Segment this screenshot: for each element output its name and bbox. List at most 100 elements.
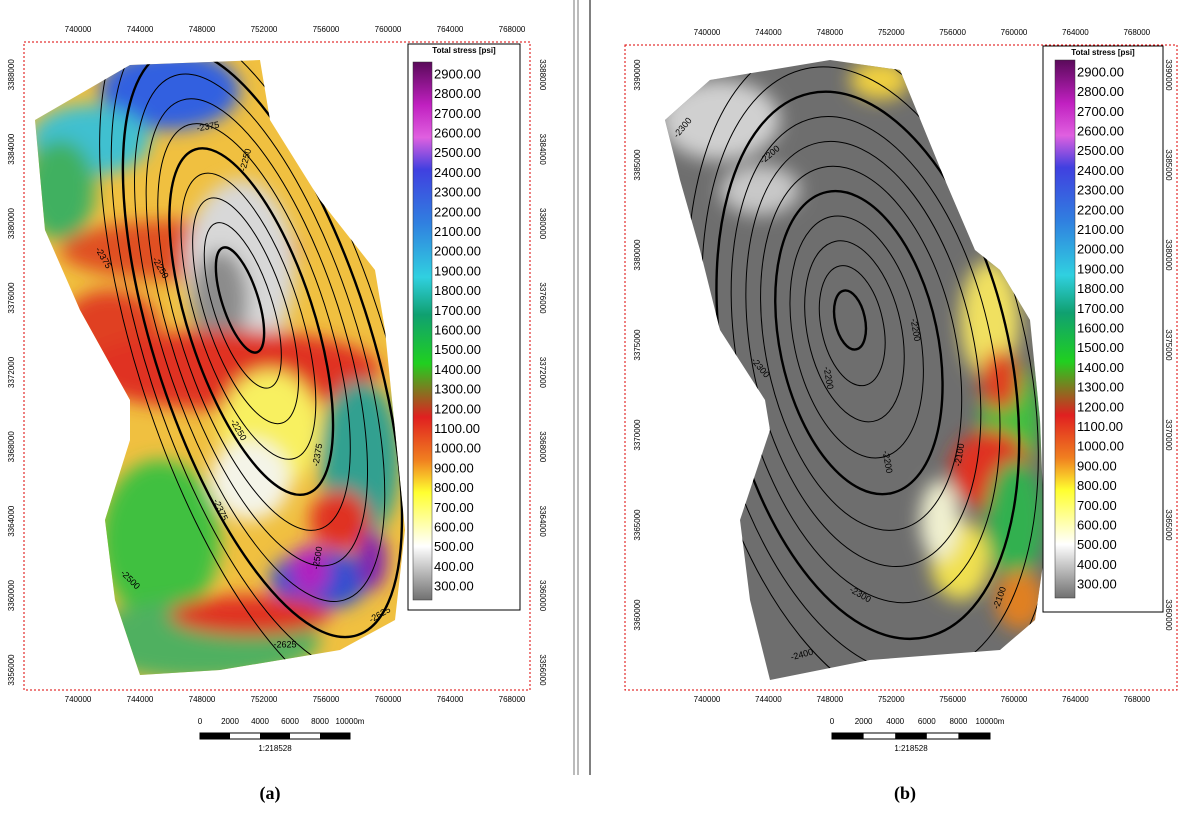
scale-label: 0 xyxy=(198,717,203,726)
legend-label: 1700.00 xyxy=(434,303,481,318)
y-axis-label: 3360000 xyxy=(633,599,642,631)
y-axis-label: 3385000 xyxy=(633,149,642,181)
legend-label: 1100.00 xyxy=(434,421,480,436)
x-axis-label: 752000 xyxy=(251,695,278,704)
legend-label: 300.00 xyxy=(1077,577,1117,592)
legend-label: 1600.00 xyxy=(1077,321,1124,336)
stress-zone xyxy=(980,350,1020,410)
legend-label: 2700.00 xyxy=(434,106,481,121)
legend-label: 1200.00 xyxy=(1077,399,1124,414)
x-axis-label: 740000 xyxy=(694,695,721,704)
y-axis-label: 3376000 xyxy=(7,282,16,314)
legend-label: 1500.00 xyxy=(434,342,481,357)
y-axis-label: 3356000 xyxy=(7,654,16,686)
x-axis-label: 752000 xyxy=(878,695,905,704)
legend-label: 1000.00 xyxy=(434,441,481,456)
legend-label: 500.00 xyxy=(1077,537,1117,552)
scale-label: 2000 xyxy=(221,717,239,726)
legend-label: 1500.00 xyxy=(1077,340,1124,355)
legend-label: 2400.00 xyxy=(1077,163,1124,178)
y-axis-label: 3368000 xyxy=(7,431,16,463)
legend-label: 2200.00 xyxy=(1077,202,1124,217)
legend-label: 700.00 xyxy=(434,500,474,515)
y-axis-label: 3380000 xyxy=(1164,239,1173,271)
legend-label: 700.00 xyxy=(1077,498,1117,513)
x-axis-label: 760000 xyxy=(1001,695,1028,704)
legend-label: 800.00 xyxy=(434,480,474,495)
x-axis-label: 764000 xyxy=(1062,28,1089,37)
x-axis-label: 764000 xyxy=(1062,695,1089,704)
color-bar xyxy=(413,62,432,600)
y-axis-label: 3370000 xyxy=(1164,419,1173,451)
x-axis-label: 768000 xyxy=(1123,695,1150,704)
divider xyxy=(577,0,579,775)
legend-label: 2100.00 xyxy=(434,224,481,239)
scale-label: 4000 xyxy=(886,717,904,726)
y-axis-label: 3360000 xyxy=(1164,599,1173,631)
legend-label: 1900.00 xyxy=(1077,261,1124,276)
legend-label: 1300.00 xyxy=(1077,380,1124,395)
legend-label: 2300.00 xyxy=(434,185,481,200)
y-axis-label: 3370000 xyxy=(633,419,642,451)
y-axis-label: 3360000 xyxy=(538,580,547,612)
x-axis-label: 756000 xyxy=(313,695,340,704)
legend-label: 2800.00 xyxy=(1077,84,1124,99)
stress-zone xyxy=(310,490,370,550)
panel-caption: (a) xyxy=(260,783,281,804)
scale-segment xyxy=(832,733,864,739)
y-axis-label: 3364000 xyxy=(7,505,16,537)
legend-label: 2000.00 xyxy=(434,244,481,259)
legend-label: 1700.00 xyxy=(1077,301,1124,316)
scale-segment xyxy=(895,733,927,739)
y-axis-label: 3380000 xyxy=(7,207,16,239)
y-axis-label: 3390000 xyxy=(633,59,642,91)
scale-segment xyxy=(320,733,350,739)
x-axis-label: 752000 xyxy=(251,25,278,34)
y-axis-label: 3364000 xyxy=(538,506,547,538)
y-axis-label: 3376000 xyxy=(538,282,547,314)
legend-title: Total stress [psi] xyxy=(1071,48,1135,57)
scale-label: 10000m xyxy=(336,717,365,726)
scale-segment xyxy=(260,733,290,739)
x-axis-label: 768000 xyxy=(499,25,526,34)
legend-label: 2600.00 xyxy=(434,126,481,141)
stress-zone xyxy=(100,460,220,620)
map-panel: -2375-2250-2375-2250-2375-2250-2375-2500… xyxy=(7,0,547,804)
legend-label: 2000.00 xyxy=(1077,242,1124,257)
legend-label: 2700.00 xyxy=(1077,104,1124,119)
color-bar xyxy=(1055,60,1075,598)
y-axis-label: 3390000 xyxy=(1164,59,1173,91)
legend-label: 1800.00 xyxy=(1077,281,1124,296)
y-axis-label: 3360000 xyxy=(7,579,16,611)
legend-label: 1600.00 xyxy=(434,323,481,338)
scale-label: 6000 xyxy=(281,717,299,726)
x-axis-label: 748000 xyxy=(816,28,843,37)
y-axis-label: 3375000 xyxy=(1164,329,1173,361)
scale-segment xyxy=(958,733,990,739)
legend-label: 2900.00 xyxy=(434,66,481,81)
x-axis-label: 744000 xyxy=(755,28,782,37)
y-axis-label: 3384000 xyxy=(7,133,16,165)
y-axis-label: 3372000 xyxy=(7,356,16,388)
x-axis-label: 768000 xyxy=(499,695,526,704)
legend-label: 1900.00 xyxy=(434,263,481,278)
y-axis-label: 3375000 xyxy=(633,329,642,361)
legend-label: 1000.00 xyxy=(1077,439,1124,454)
x-axis-label: 768000 xyxy=(1123,28,1150,37)
x-axis-label: 760000 xyxy=(375,25,402,34)
legend-label: 600.00 xyxy=(1077,518,1117,533)
x-axis-label: 748000 xyxy=(189,25,216,34)
contour-label: -2625 xyxy=(273,639,296,649)
y-axis-label: 3372000 xyxy=(538,357,547,389)
x-axis-label: 744000 xyxy=(755,695,782,704)
y-axis-label: 3384000 xyxy=(538,134,547,166)
scale-label: 4000 xyxy=(251,717,269,726)
legend-label: 1400.00 xyxy=(1077,360,1124,375)
legend-label: 1200.00 xyxy=(434,401,481,416)
x-axis-label: 748000 xyxy=(189,695,216,704)
y-axis-label: 3365000 xyxy=(1164,509,1173,541)
legend-label: 1300.00 xyxy=(434,382,481,397)
stress-zone xyxy=(720,165,800,215)
x-axis-label: 740000 xyxy=(694,28,721,37)
legend-title: Total stress [psi] xyxy=(432,46,496,55)
